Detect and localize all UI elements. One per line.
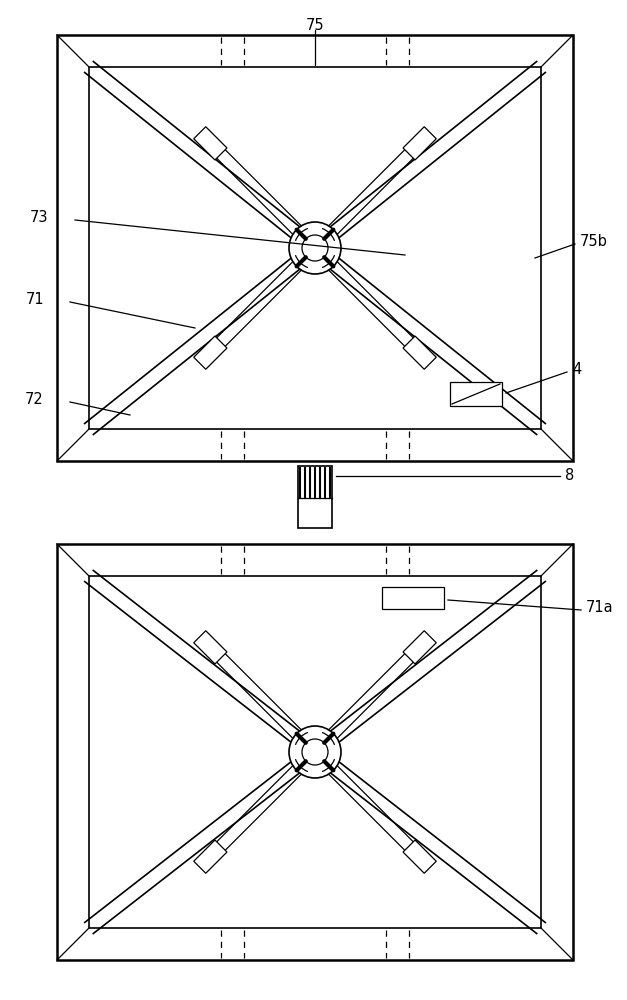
Bar — [89, 576, 541, 928]
Text: 71a: 71a — [586, 600, 614, 615]
Text: 4: 4 — [572, 362, 581, 377]
Bar — [298, 466, 332, 528]
Polygon shape — [403, 127, 436, 160]
Bar — [450, 382, 502, 406]
Polygon shape — [194, 840, 227, 873]
Text: 71: 71 — [25, 292, 44, 308]
Polygon shape — [194, 127, 227, 160]
Bar — [57, 35, 573, 461]
Polygon shape — [403, 336, 436, 369]
Polygon shape — [403, 840, 436, 873]
Text: 75b: 75b — [580, 234, 608, 249]
Circle shape — [302, 739, 328, 765]
Circle shape — [289, 726, 341, 778]
Polygon shape — [403, 631, 436, 664]
Text: 72: 72 — [25, 392, 44, 408]
Circle shape — [289, 222, 341, 274]
Text: 73: 73 — [29, 211, 48, 226]
Text: 8: 8 — [565, 468, 574, 484]
Bar — [57, 544, 573, 960]
Text: 75: 75 — [306, 18, 324, 33]
Polygon shape — [194, 336, 227, 369]
Bar — [89, 67, 541, 429]
Polygon shape — [194, 631, 227, 664]
Circle shape — [302, 235, 328, 261]
Bar — [382, 587, 444, 609]
